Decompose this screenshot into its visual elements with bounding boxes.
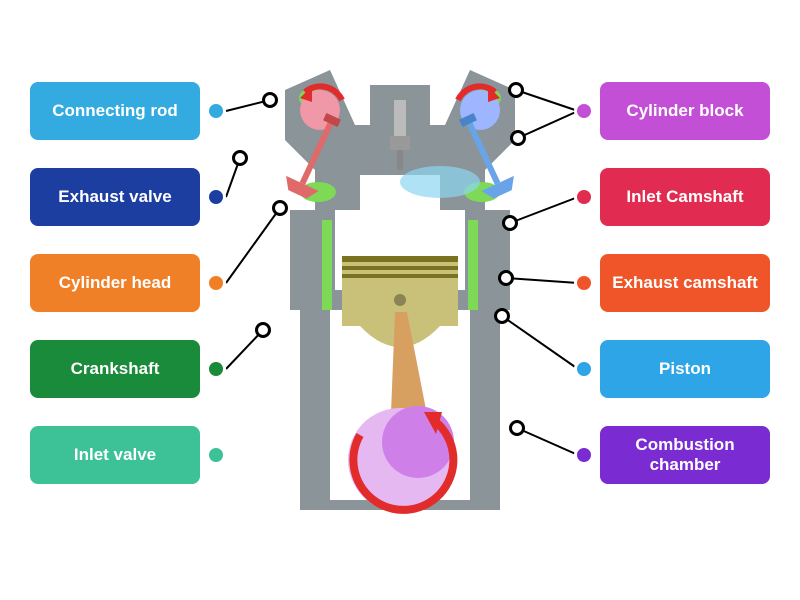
- label-exhaust-valve[interactable]: Exhaust valve: [30, 168, 200, 226]
- label-piston[interactable]: Piston: [600, 340, 770, 398]
- dot-cylinder-head: [206, 273, 226, 293]
- anchor-ring: [508, 82, 524, 98]
- label-text: Cylinder block: [626, 101, 743, 121]
- engine-diagram: [260, 60, 540, 520]
- dot-exhaust-camshaft: [574, 273, 594, 293]
- label-cylinder-block[interactable]: Cylinder block: [600, 82, 770, 140]
- label-inlet-camshaft[interactable]: Inlet Camshaft: [600, 168, 770, 226]
- anchor-ring: [494, 308, 510, 324]
- engine-svg: [260, 60, 540, 520]
- dot-connecting-rod: [206, 101, 226, 121]
- label-text: Connecting rod: [52, 101, 178, 121]
- anchor-ring: [255, 322, 271, 338]
- anchor-ring: [272, 200, 288, 216]
- label-inlet-valve[interactable]: Inlet valve: [30, 426, 200, 484]
- anchor-ring: [498, 270, 514, 286]
- anchor-ring: [262, 92, 278, 108]
- label-text: Exhaust camshaft: [612, 273, 758, 293]
- dot-exhaust-valve: [206, 187, 226, 207]
- label-combustion-chamber[interactable]: Combustion chamber: [600, 426, 770, 484]
- label-exhaust-camshaft[interactable]: Exhaust camshaft: [600, 254, 770, 312]
- anchor-ring: [510, 130, 526, 146]
- label-connecting-rod[interactable]: Connecting rod: [30, 82, 200, 140]
- dot-inlet-valve: [206, 445, 226, 465]
- anchor-ring: [509, 420, 525, 436]
- dot-cylinder-block: [574, 101, 594, 121]
- label-text: Cylinder head: [59, 273, 171, 293]
- label-crankshaft[interactable]: Crankshaft: [30, 340, 200, 398]
- label-text: Crankshaft: [71, 359, 160, 379]
- dot-crankshaft: [206, 359, 226, 379]
- label-cylinder-head[interactable]: Cylinder head: [30, 254, 200, 312]
- label-text: Inlet valve: [74, 445, 156, 465]
- dot-combustion-chamber: [574, 445, 594, 465]
- crankshaft: [348, 406, 454, 512]
- label-text: Inlet Camshaft: [626, 187, 743, 207]
- dot-piston: [574, 359, 594, 379]
- label-text: Piston: [659, 359, 711, 379]
- label-text: Exhaust valve: [58, 187, 171, 207]
- anchor-ring: [232, 150, 248, 166]
- label-text: Combustion chamber: [608, 435, 762, 474]
- anchor-ring: [502, 215, 518, 231]
- dot-inlet-camshaft: [574, 187, 594, 207]
